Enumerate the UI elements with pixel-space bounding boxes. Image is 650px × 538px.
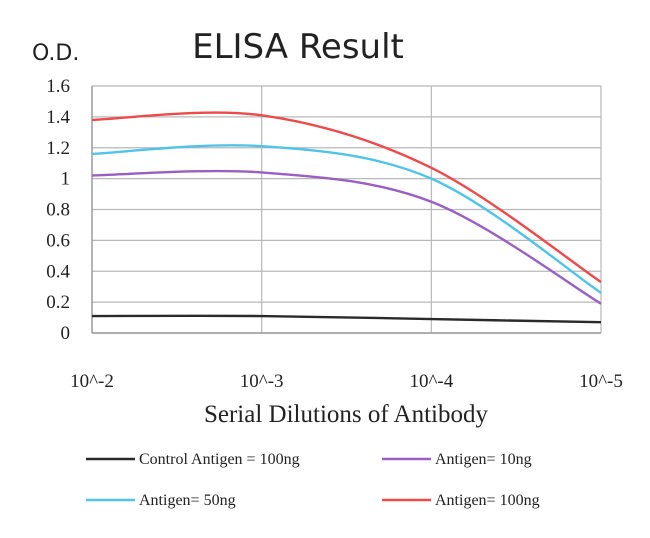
grid — [91, 85, 602, 334]
legend: Control Antigen = 100ng Antigen= 10ng Anti… — [86, 451, 540, 509]
legend-label: Antigen= 10ng — [435, 451, 532, 468]
series-line-3 — [91, 111, 602, 284]
y-tick-label: 1.2 — [46, 138, 70, 159]
y-axis-ticks: 0 0.2 0.4 0.6 0.8 1 1.2 1.4 1.6 — [46, 76, 70, 344]
y-tick-label: 0.4 — [46, 261, 70, 282]
y-tick-label: 1.6 — [46, 76, 70, 97]
legend-label: Antigen= 50ng — [139, 492, 236, 509]
y-tick-label: 0.2 — [46, 292, 70, 313]
y-axis-label: O.D. — [32, 41, 79, 66]
x-axis-ticks: 10^-2 10^-3 10^-4 10^-5 — [70, 371, 623, 392]
y-tick-label: 1.4 — [46, 107, 70, 128]
chart-title: ELISA Result — [192, 27, 404, 67]
legend-label: Antigen= 100ng — [435, 492, 540, 509]
y-tick-label: 0.6 — [46, 230, 70, 251]
x-tick-label: 10^-3 — [240, 371, 284, 392]
series-lines — [91, 111, 602, 324]
x-tick-label: 10^-2 — [70, 371, 114, 392]
x-tick-label: 10^-4 — [409, 371, 453, 392]
y-tick-label: 1 — [61, 169, 71, 190]
y-tick-label: 0.8 — [46, 200, 70, 221]
y-tick-label: 0 — [61, 323, 71, 344]
series-line-1 — [91, 169, 602, 305]
series-line-0 — [91, 314, 602, 324]
x-tick-label: 10^-5 — [579, 371, 623, 392]
series-line-2 — [91, 144, 602, 294]
legend-label: Control Antigen = 100ng — [139, 451, 300, 468]
x-axis-label: Serial Dilutions of Antibody — [204, 401, 489, 428]
